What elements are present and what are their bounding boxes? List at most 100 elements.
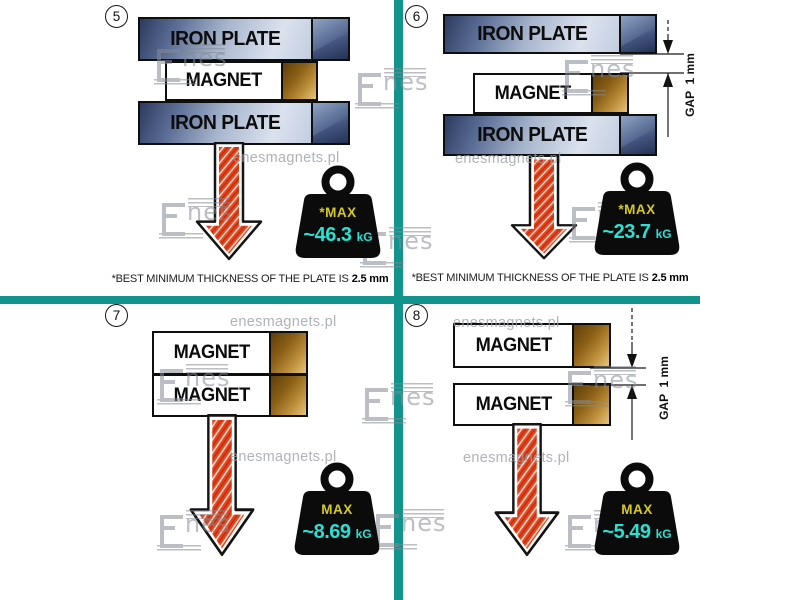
panel5-magnet: MAGNET	[165, 61, 318, 101]
panel8-number: 8	[412, 308, 421, 323]
footnote-bold-value: 2.5 mm	[651, 272, 689, 284]
magnet-label: MAGNET	[475, 393, 552, 415]
panel7-magnet-top: MAGNET	[152, 331, 308, 375]
magnet-label: MAGNET	[185, 70, 263, 91]
enes-logo-e-icon	[572, 207, 595, 240]
panel6-footnote: *BEST MINIMUM THICKNESS OF THE PLATE IS 2…	[380, 272, 720, 284]
weight-max-label: MAX	[621, 502, 653, 517]
weight-unit: kG	[356, 230, 373, 244]
enes-logo-watermark: nes	[362, 383, 435, 426]
panel5-number: 5	[112, 9, 121, 24]
magnet-label: MAGNET	[494, 82, 572, 104]
panel6-number: 6	[412, 9, 421, 24]
enes-logo-watermark: nes	[565, 366, 638, 409]
panel5-iron-plate-bottom: IRON PLATE	[138, 101, 350, 145]
kettlebell-shape	[295, 165, 381, 258]
panel8-number-badge: 8	[405, 304, 428, 327]
enes-logo-e-icon	[157, 49, 180, 82]
panel5-iron-plate-top-edge	[311, 19, 348, 59]
panel6-iron-plate-top: IRON PLATE	[443, 14, 657, 54]
footnote-text: *BEST MINIMUM THICKNESS OF THE PLATE IS	[411, 272, 649, 284]
panel7-magnet-top-edge	[269, 333, 306, 373]
weight-max-label: *MAX	[319, 205, 357, 220]
enes-logo-e-icon	[565, 60, 588, 93]
footnote-bold-value: 2.5 mm	[351, 273, 389, 285]
magnet-label: MAGNET	[475, 334, 552, 356]
site-watermark: enesmagnets.pl	[453, 315, 560, 331]
panel6-iron-plate-top-face: IRON PLATE	[445, 16, 619, 52]
site-watermark: enesmagnets.pl	[230, 314, 337, 330]
weight-unit: kG	[355, 527, 372, 541]
down-arrow-icon	[494, 423, 560, 557]
weight-icon: MAX ~5.49 kG	[593, 462, 681, 558]
weight-value-number: ~46.3	[303, 224, 352, 246]
panel8-magnet-top-edge	[572, 325, 609, 366]
site-watermark: enesmagnets.pl	[463, 450, 570, 466]
enes-logo-watermark: nes	[562, 55, 635, 98]
enes-logo-watermark: nes	[157, 364, 230, 407]
panel6-number-badge: 6	[405, 5, 428, 28]
down-arrow-icon	[510, 155, 578, 260]
panel6-magnet-face: MAGNET	[475, 75, 591, 112]
gap-label: GAP 1 mm	[657, 356, 671, 420]
enes-logo-watermark: nes	[159, 198, 232, 241]
weight-max-label: *MAX	[618, 202, 656, 217]
enes-logo-e-icon	[160, 515, 183, 548]
panel7-number-badge: 7	[105, 304, 128, 327]
enes-logo-e-icon	[358, 73, 381, 106]
weight-value: ~46.3 kG	[294, 224, 382, 247]
panel8-magnet-top: MAGNET	[453, 323, 611, 368]
site-watermark: enesmagnets.pl	[233, 150, 340, 166]
panel6-iron-plate-bottom-face: IRON PLATE	[445, 116, 619, 154]
weight-unit: kG	[655, 227, 672, 241]
iron-plate-label: IRON PLATE	[170, 111, 281, 134]
enes-logo-e-icon	[365, 388, 388, 421]
enes-logo-e-icon	[160, 369, 183, 402]
panel6-iron-plate-top-edge	[619, 16, 655, 52]
kettlebell-shape	[594, 162, 680, 255]
weight-icon: MAX ~8.69 kG	[293, 462, 381, 558]
panel5-magnet-edge	[281, 63, 316, 99]
panel5-iron-plate-bottom-face: IRON PLATE	[140, 103, 311, 143]
weight-max-label: MAX	[321, 502, 353, 517]
panel5-iron-plate-bottom-edge	[311, 103, 348, 143]
gap-dimension-line	[620, 20, 684, 137]
weight-value: ~5.49 kG	[593, 521, 681, 544]
weight-icon: *MAX ~46.3 kG	[294, 165, 382, 261]
footnote-text: *BEST MINIMUM THICKNESS OF THE PLATE IS	[111, 273, 349, 285]
iron-plate-label: IRON PLATE	[476, 22, 588, 45]
panel5-footnote: *BEST MINIMUM THICKNESS OF THE PLATE IS 2…	[80, 273, 420, 285]
weight-icon: *MAX ~23.7 kG	[593, 162, 681, 258]
weight-value-number: ~23.7	[602, 221, 651, 243]
weight-unit: kG	[655, 527, 672, 541]
panel6-iron-plate-bottom: IRON PLATE	[443, 114, 657, 156]
panel7-magnet-top-face: MAGNET	[154, 333, 269, 373]
divider-horizontal	[0, 296, 700, 304]
enes-logo-watermark: nes	[373, 509, 446, 552]
gap-label: GAP 1 mm	[683, 53, 697, 117]
kettlebell-shape	[294, 462, 380, 555]
weight-value: ~23.7 kG	[593, 221, 681, 244]
enes-logo-watermark: nes	[355, 68, 428, 111]
weight-value-number: ~5.49	[602, 521, 651, 543]
enes-logo-e-icon	[568, 371, 591, 404]
weight-value-number: ~8.69	[302, 521, 351, 543]
weight-value: ~8.69 kG	[293, 521, 381, 544]
panel7-magnet-bottom-edge	[269, 376, 306, 415]
enes-logo-e-icon	[162, 203, 185, 236]
panel7-number: 7	[112, 308, 121, 323]
panel5-number-badge: 5	[105, 5, 128, 28]
iron-plate-label: IRON PLATE	[476, 123, 588, 146]
enes-logo-watermark: nes	[154, 44, 227, 87]
enes-logo-e-icon	[568, 515, 591, 548]
site-watermark: enesmagnets.pl	[230, 449, 337, 465]
kettlebell-shape	[594, 462, 680, 555]
panel5-magnet-face: MAGNET	[167, 63, 281, 99]
panel8-magnet-bottom-face: MAGNET	[455, 385, 572, 424]
enes-logo-watermark: nes	[157, 510, 230, 553]
panel8-magnet-top-face: MAGNET	[455, 325, 572, 366]
panel6-iron-plate-bottom-edge	[619, 116, 655, 154]
site-watermark: enesmagnets.pl	[455, 151, 562, 167]
magnet-label: MAGNET	[173, 342, 250, 363]
